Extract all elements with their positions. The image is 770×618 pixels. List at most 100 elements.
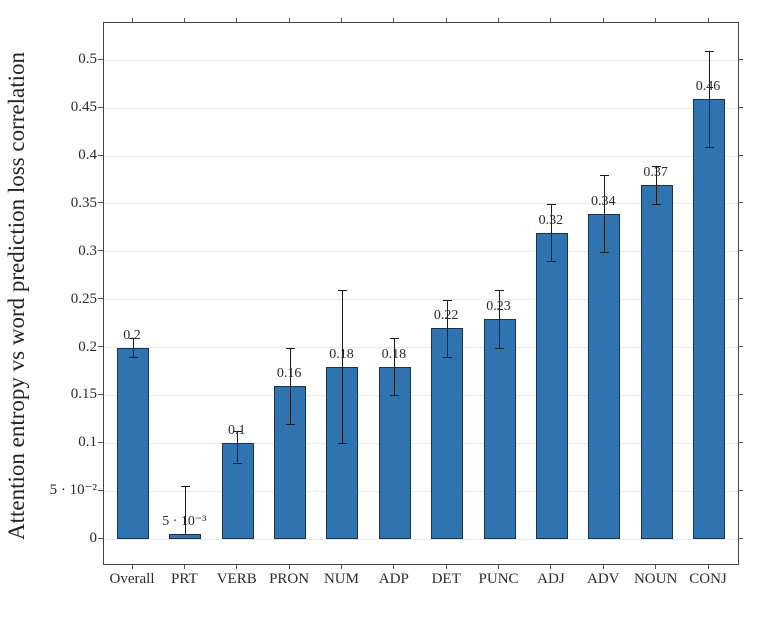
- error-bar-cap-bottom: [337, 443, 347, 445]
- error-bar-cap-bottom: [652, 203, 662, 205]
- x-tick-mark-bottom: [183, 565, 185, 569]
- x-tick-mark-bottom: [602, 565, 604, 569]
- y-tick-mark-left: [98, 202, 103, 204]
- y-gridline: [104, 155, 738, 157]
- error-bar: [603, 175, 605, 252]
- error-bar: [394, 338, 396, 396]
- x-tick-mark-bottom: [131, 565, 133, 569]
- x-tick-mark-bottom: [236, 565, 238, 569]
- bar-value-label: 0.32: [538, 212, 564, 228]
- x-tick-mark-bottom: [655, 565, 657, 569]
- x-tick-mark-bottom: [707, 565, 709, 569]
- x-tick-mark-top: [655, 18, 657, 22]
- y-tick-mark-left: [98, 298, 103, 300]
- error-bar: [551, 203, 553, 262]
- y-tick-label: 0.45: [70, 99, 97, 116]
- x-tick-mark-top: [498, 18, 500, 22]
- bar-value-label: 0.37: [643, 164, 668, 180]
- bar: [693, 98, 725, 540]
- y-tick-label: 0.1: [78, 434, 97, 451]
- bar-value-label: 0.22: [433, 308, 459, 324]
- error-bar-cap-bottom: [233, 462, 243, 464]
- x-tick-mark-top: [131, 18, 133, 22]
- y-tick-mark-right: [738, 441, 743, 443]
- y-gridline: [104, 347, 738, 349]
- y-tick-label: 5 · 10⁻²: [49, 482, 97, 499]
- y-tick-label: 0.2: [78, 338, 97, 355]
- bar-value-label: 0.23: [486, 298, 511, 314]
- error-bar-cap-bottom: [128, 357, 138, 359]
- error-bar: [132, 338, 134, 358]
- x-tick-mark-bottom: [445, 565, 447, 569]
- plot-area: [103, 22, 739, 565]
- error-bar-cap-top: [547, 203, 557, 205]
- bar-value-label: 0.18: [381, 346, 407, 362]
- error-bar-cap-bottom: [599, 251, 609, 253]
- error-bar-cap-bottom: [495, 347, 505, 349]
- error-bar-cap-top: [495, 290, 505, 292]
- bar-value-label: 0.18: [329, 346, 354, 362]
- x-tick-mark-top: [183, 18, 185, 22]
- error-bar: [708, 50, 710, 147]
- y-gridline: [104, 538, 738, 540]
- y-tick-mark-left: [98, 106, 103, 108]
- x-tick-label: PRON: [269, 571, 310, 587]
- x-tick-mark-top: [602, 18, 604, 22]
- x-tick-mark-top: [236, 18, 238, 22]
- x-tick-mark-top: [393, 18, 395, 22]
- error-bar: [499, 290, 501, 348]
- error-bar-cap-top: [652, 165, 662, 167]
- x-tick-label: DET: [431, 571, 461, 587]
- x-tick-mark-bottom: [550, 565, 552, 569]
- y-tick-label: 0.4: [78, 147, 97, 164]
- y-tick-mark-right: [738, 154, 743, 156]
- y-gridline: [104, 59, 738, 61]
- y-tick-mark-right: [738, 106, 743, 108]
- y-tick-mark-right: [738, 393, 743, 395]
- bar: [431, 328, 464, 540]
- error-bar-cap-top: [390, 338, 400, 340]
- x-tick-mark-top: [707, 18, 709, 22]
- error-bar-cap-top: [599, 175, 609, 177]
- y-tick-mark-left: [98, 346, 103, 348]
- y-tick-label: 0.3: [78, 242, 97, 259]
- y-tick-mark-left: [98, 489, 103, 491]
- bar: [535, 232, 568, 540]
- y-gridline: [104, 442, 738, 444]
- x-tick-label: Overall: [109, 571, 155, 587]
- error-bar-cap-bottom: [704, 146, 714, 148]
- x-tick-mark-bottom: [393, 565, 395, 569]
- error-bar-cap-bottom: [180, 534, 190, 536]
- x-tick-mark-top: [288, 18, 290, 22]
- error-bar: [341, 290, 343, 444]
- x-tick-label: VERB: [216, 571, 257, 587]
- x-tick-label: NOUN: [633, 571, 678, 587]
- x-tick-mark-bottom: [498, 565, 500, 569]
- y-gridline: [104, 107, 738, 109]
- error-bar: [446, 299, 448, 358]
- y-tick-mark-left: [98, 393, 103, 395]
- x-tick-mark-top: [445, 18, 447, 22]
- bar: [588, 213, 621, 540]
- x-tick-mark-top: [550, 18, 552, 22]
- error-bar-cap-top: [337, 290, 347, 292]
- bar-value-label: 0.1: [227, 423, 246, 439]
- error-bar: [237, 430, 239, 463]
- x-tick-label: ADJ: [537, 571, 565, 587]
- y-tick-mark-right: [738, 58, 743, 60]
- error-bar: [289, 347, 291, 425]
- y-gridline: [104, 394, 738, 396]
- error-bar-cap-top: [128, 338, 138, 340]
- y-tick-label: 0.15: [70, 386, 97, 403]
- y-gridline: [104, 299, 738, 301]
- x-tick-label: CONJ: [689, 571, 727, 587]
- error-bar-cap-bottom: [442, 357, 452, 359]
- error-bar-cap-top: [704, 50, 714, 52]
- error-bar: [656, 165, 658, 204]
- y-tick-mark-right: [738, 250, 743, 252]
- y-tick-mark-right: [738, 298, 743, 300]
- x-tick-label: PRT: [171, 571, 198, 587]
- y-tick-mark-left: [98, 441, 103, 443]
- y-gridline: [104, 490, 738, 492]
